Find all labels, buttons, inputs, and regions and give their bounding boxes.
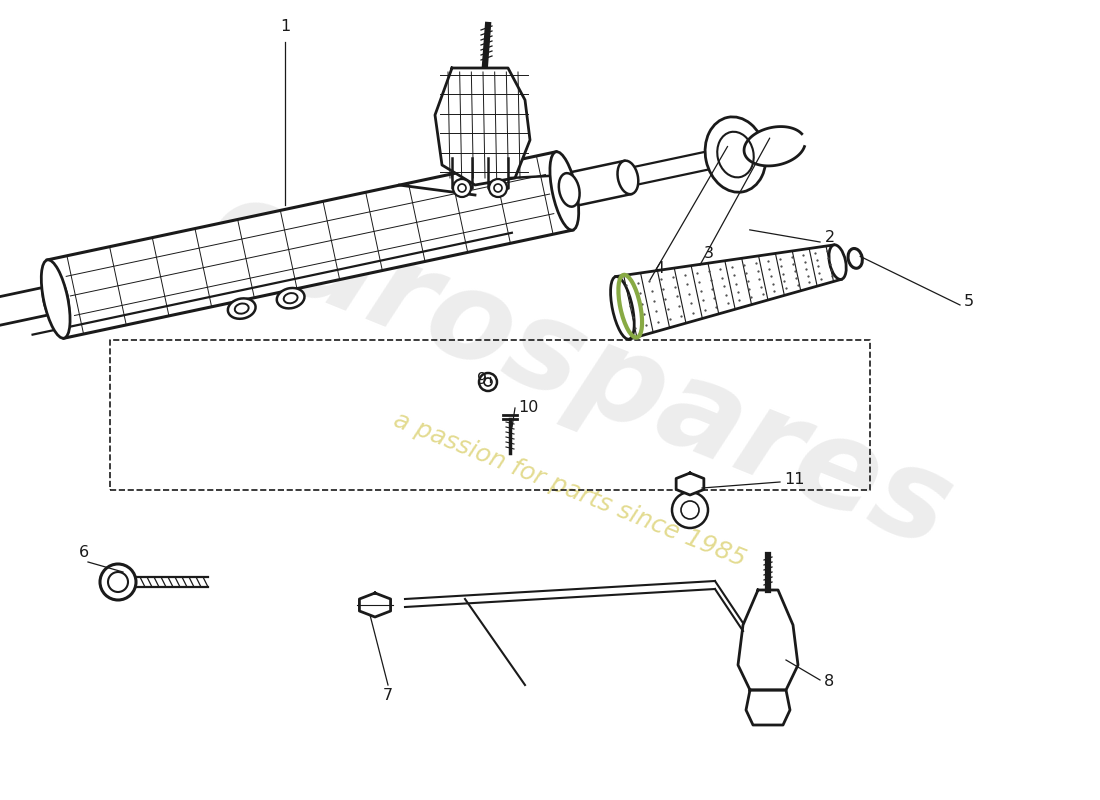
Polygon shape	[360, 593, 390, 617]
Polygon shape	[434, 68, 530, 185]
Text: 6: 6	[79, 545, 89, 560]
Polygon shape	[744, 126, 804, 166]
Text: 4: 4	[654, 261, 664, 276]
Polygon shape	[738, 590, 798, 690]
Text: a passion for parts since 1985: a passion for parts since 1985	[390, 408, 749, 572]
Ellipse shape	[42, 260, 70, 338]
Text: 7: 7	[383, 688, 393, 703]
Ellipse shape	[617, 161, 638, 194]
Ellipse shape	[43, 271, 69, 326]
Ellipse shape	[234, 303, 249, 314]
Text: 1: 1	[279, 19, 290, 34]
Ellipse shape	[848, 249, 862, 268]
Text: 9: 9	[477, 373, 487, 387]
Circle shape	[484, 378, 492, 386]
Ellipse shape	[713, 149, 729, 166]
Ellipse shape	[284, 293, 298, 303]
Ellipse shape	[228, 298, 255, 318]
Circle shape	[681, 501, 698, 519]
Text: 10: 10	[518, 399, 538, 414]
Ellipse shape	[559, 173, 580, 206]
Ellipse shape	[610, 277, 635, 339]
Circle shape	[672, 492, 708, 528]
Ellipse shape	[705, 117, 766, 192]
Text: 8: 8	[824, 674, 834, 690]
Text: eurospares: eurospares	[191, 166, 969, 574]
Circle shape	[453, 179, 471, 197]
Polygon shape	[616, 245, 842, 339]
Text: 5: 5	[964, 294, 975, 309]
Circle shape	[458, 184, 466, 192]
Circle shape	[108, 572, 128, 592]
Ellipse shape	[277, 288, 305, 308]
Circle shape	[494, 184, 502, 192]
Text: 3: 3	[704, 246, 714, 261]
Polygon shape	[746, 690, 790, 725]
Text: 2: 2	[825, 230, 835, 246]
Circle shape	[490, 179, 507, 197]
Ellipse shape	[829, 245, 846, 279]
Circle shape	[478, 373, 497, 391]
Polygon shape	[47, 152, 573, 338]
Ellipse shape	[550, 152, 579, 230]
Text: 11: 11	[784, 473, 804, 487]
Circle shape	[100, 564, 136, 600]
Polygon shape	[676, 473, 704, 495]
Ellipse shape	[717, 132, 754, 178]
